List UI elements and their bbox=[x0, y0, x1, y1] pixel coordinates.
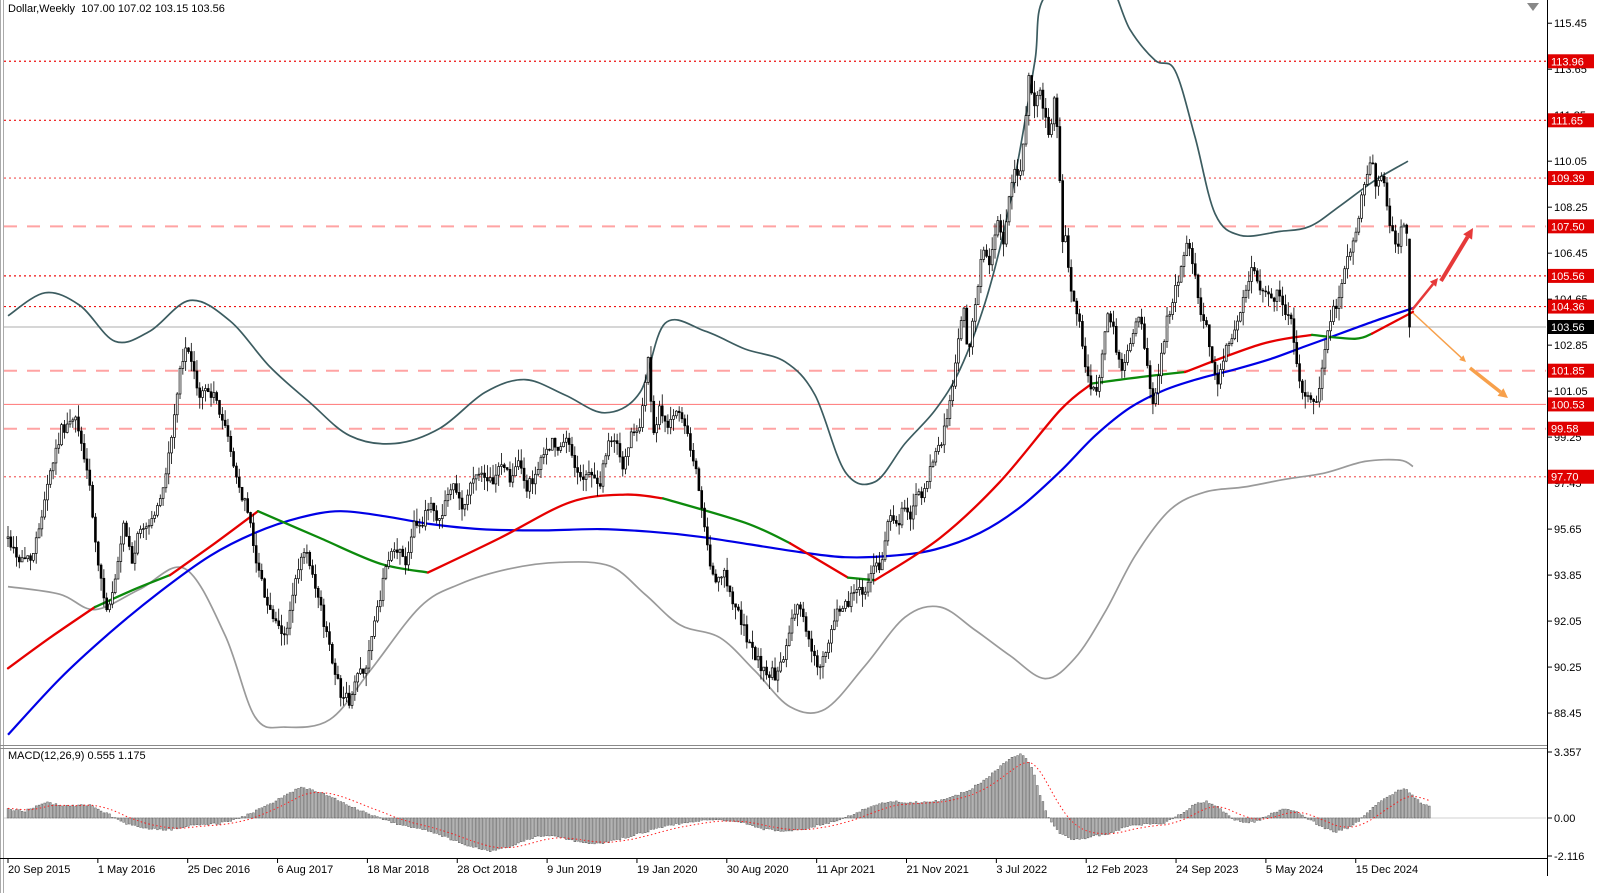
price-level-label: 111.65 bbox=[1548, 113, 1594, 128]
candles-layer bbox=[6, 72, 1411, 709]
price-axis-tick-label: 93.85 bbox=[1554, 570, 1582, 582]
price-level-label: 109.39 bbox=[1548, 171, 1594, 186]
svg-text:113.96: 113.96 bbox=[1551, 56, 1584, 68]
svg-text:107.50: 107.50 bbox=[1551, 221, 1585, 233]
price-level-label: 100.53 bbox=[1548, 397, 1594, 412]
svg-text:103.56: 103.56 bbox=[1551, 322, 1585, 334]
time-axis-tick-label: 30 Aug 2020 bbox=[727, 864, 789, 876]
time-axis[interactable]: 20 Sep 2015 1 May 2016 25 Dec 2016 6 Aug 20… bbox=[7, 859, 1418, 876]
macd-axis[interactable]: 3.357 0.00 -2.116 bbox=[1547, 747, 1584, 863]
chart-shift-marker-icon bbox=[1527, 3, 1539, 11]
time-axis-tick-label: 6 Aug 2017 bbox=[278, 864, 334, 876]
macd-pane[interactable] bbox=[4, 753, 1546, 852]
time-axis-tick-label: 9 Jun 2019 bbox=[547, 864, 601, 876]
price-level-label: 99.58 bbox=[1548, 421, 1594, 436]
upper-band-line bbox=[7, 0, 1409, 486]
macd-histogram bbox=[6, 753, 1431, 852]
time-axis-tick-label: 3 Jul 2022 bbox=[996, 864, 1047, 876]
svg-text:105.56: 105.56 bbox=[1551, 271, 1585, 283]
time-axis-tick-label: 24 Sep 2023 bbox=[1176, 864, 1238, 876]
price-level-label: 97.70 bbox=[1548, 469, 1594, 484]
pane-borders bbox=[0, 0, 1548, 893]
time-axis-tick-label: 15 Dec 2024 bbox=[1356, 864, 1418, 876]
time-axis-tick-label: 5 May 2024 bbox=[1266, 864, 1323, 876]
slow-ma-line bbox=[7, 307, 1414, 736]
price-axis-tick-label: 90.25 bbox=[1554, 662, 1582, 674]
svg-text:109.39: 109.39 bbox=[1551, 173, 1585, 185]
time-axis-tick-label: 21 Nov 2021 bbox=[907, 864, 969, 876]
time-axis-tick-label: 20 Sep 2015 bbox=[8, 864, 70, 876]
forecast-arrows[interactable] bbox=[1411, 228, 1508, 398]
macd-axis-tick-label: 0.00 bbox=[1554, 813, 1575, 825]
svg-text:100.53: 100.53 bbox=[1551, 399, 1585, 411]
symbol-period-label: Dollar,Weekly bbox=[8, 3, 76, 15]
svg-text:97.70: 97.70 bbox=[1551, 472, 1579, 484]
price-level-label: 103.56 bbox=[1548, 320, 1594, 334]
macd-signal-line bbox=[7, 762, 1430, 849]
macd-indicator-label: MACD(12,26,9) 0.555 1.175 bbox=[8, 750, 146, 762]
chart-title: Dollar,Weekly 107.00 107.02 103.15 103.5… bbox=[8, 3, 225, 15]
price-pane[interactable] bbox=[4, 0, 1546, 736]
price-level-label: 105.56 bbox=[1548, 268, 1594, 283]
price-axis-tick-label: 106.45 bbox=[1554, 248, 1588, 260]
time-axis-tick-label: 19 Jan 2020 bbox=[637, 864, 698, 876]
svg-text:111.65: 111.65 bbox=[1551, 115, 1583, 127]
price-axis-tick-label: 95.65 bbox=[1554, 524, 1582, 536]
svg-text:99.58: 99.58 bbox=[1551, 424, 1579, 436]
level-lines bbox=[4, 60, 1546, 478]
macd-axis-tick-label: -2.116 bbox=[1554, 851, 1584, 863]
time-axis-tick-label: 11 Apr 2021 bbox=[817, 864, 876, 876]
lower-band-line bbox=[7, 458, 1414, 729]
time-axis-tick-label: 28 Oct 2018 bbox=[457, 864, 517, 876]
price-level-label: 101.85 bbox=[1548, 363, 1594, 378]
price-axis-tick-label: 110.05 bbox=[1554, 156, 1587, 168]
price-axis-tick-label: 101.05 bbox=[1554, 386, 1588, 398]
price-axis[interactable]: 115.45113.65111.85110.05108.25106.45104.… bbox=[1547, 18, 1594, 720]
svg-text:101.85: 101.85 bbox=[1551, 366, 1585, 378]
price-axis-tick-label: 115.45 bbox=[1554, 18, 1587, 30]
macd-axis-tick-label: 3.357 bbox=[1554, 747, 1582, 759]
price-level-label: 113.96 bbox=[1548, 54, 1594, 69]
price-axis-tick-label: 92.05 bbox=[1554, 616, 1582, 628]
svg-text:104.36: 104.36 bbox=[1551, 302, 1585, 314]
price-axis-tick-label: 108.25 bbox=[1554, 202, 1588, 214]
time-axis-tick-label: 12 Feb 2023 bbox=[1086, 864, 1148, 876]
time-axis-tick-label: 1 May 2016 bbox=[98, 864, 155, 876]
price-axis-tick-label: 102.85 bbox=[1554, 340, 1588, 352]
ohlc-values: 107.00 107.02 103.15 103.56 bbox=[81, 3, 225, 15]
price-level-label: 104.36 bbox=[1548, 299, 1594, 314]
fast-ma-line bbox=[6, 310, 1415, 670]
time-axis-tick-label: 18 Mar 2018 bbox=[367, 864, 429, 876]
time-axis-tick-label: 25 Dec 2016 bbox=[188, 864, 250, 876]
price-level-label: 107.50 bbox=[1548, 219, 1594, 234]
price-axis-tick-label: 88.45 bbox=[1554, 708, 1582, 720]
